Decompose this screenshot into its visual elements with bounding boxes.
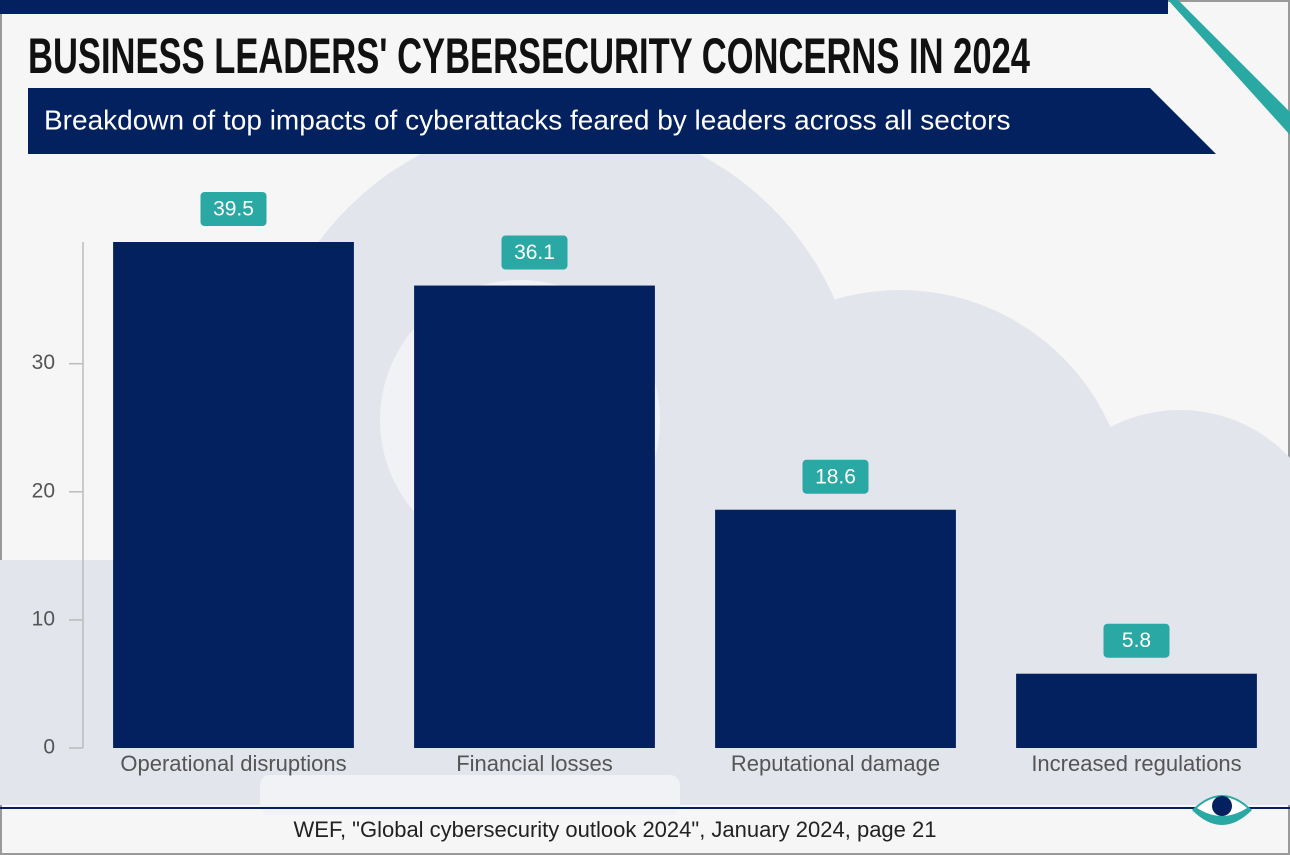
value-label-box [802,459,869,494]
corner-accent [1168,0,1290,135]
y-tick-label: 10 [32,607,55,630]
chart-title: BUSINESS LEADERS' CYBERSECURITY CONCERNS… [28,28,1030,84]
x-tick-label: Operational disruptions [120,751,346,776]
value-label: 18.6 [815,465,856,488]
value-label: 5.8 [1122,629,1151,652]
x-tick-label: Reputational damage [731,751,940,776]
value-label: 36.1 [514,241,555,264]
bar [715,509,956,748]
eye-icon [1192,795,1252,825]
source: WEF, "Global cybersecurity outlook 2024"… [294,817,937,842]
y-tick-label: 0 [43,736,55,759]
value-label-box [501,235,568,270]
bar [414,285,655,748]
bar [1016,673,1257,748]
value-label-box [1103,623,1170,658]
value-label: 39.5 [213,198,254,221]
chart-subtitle: Breakdown of top impacts of cyberattacks… [44,104,1010,135]
x-tick-label: Increased regulations [1031,751,1241,776]
value-label-box [200,192,267,226]
top-bar [0,0,1168,14]
x-tick-label: Financial losses [456,751,613,776]
subtitle-banner [28,88,1216,154]
bar [113,242,354,748]
y-tick-label: 30 [32,351,55,374]
y-tick-label: 20 [32,479,55,502]
